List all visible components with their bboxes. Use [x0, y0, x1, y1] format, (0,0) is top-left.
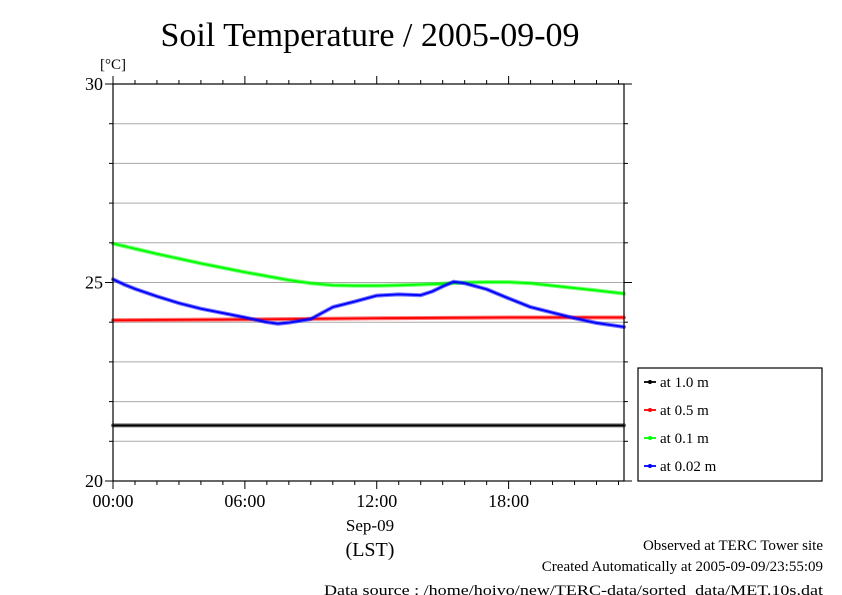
legend-label: at 0.1 m: [660, 431, 709, 447]
legend-marker: [648, 464, 652, 468]
annotation-observed: Observed at TERC Tower site: [643, 538, 823, 554]
y-tick-label: 20: [85, 471, 103, 491]
legend: at 1.0 m at 0.5 m at 0.1 m at 0.02 m: [637, 367, 823, 482]
legend-box: [637, 367, 823, 482]
legend-label: at 0.5 m: [660, 403, 709, 419]
y-tick-label: 25: [85, 273, 103, 293]
legend-label: at 1.0 m: [660, 375, 709, 391]
legend-marker: [648, 408, 652, 412]
series-line-at-0-1-m: [112, 242, 625, 295]
annotation-data-source: Data source : /home/hoivo/new/TERC-data/…: [324, 583, 824, 595]
y-axis-label: [°C]: [100, 57, 126, 73]
legend-marker: [648, 436, 652, 440]
axes: 20 25 30 00:00 06:00 12:00 18:00: [85, 74, 632, 511]
x-tick-label: 00:00: [92, 491, 133, 511]
x-tick-label: 12:00: [356, 491, 397, 511]
legend-label: at 0.02 m: [660, 459, 717, 475]
gridlines: [113, 123, 624, 442]
annotation-created: Created Automatically at 2005-09-09/23:5…: [542, 559, 823, 575]
series-line-at-0-5-m: [112, 316, 625, 322]
x-tick-label: 18:00: [488, 491, 529, 511]
series-line-at-0-02-m: [112, 278, 625, 328]
x-unit-label: (LST): [346, 539, 395, 561]
plot-series: [111, 241, 626, 428]
x-date-label: Sep-09: [346, 516, 394, 535]
chart-title: Soil Temperature / 2005-09-09: [160, 17, 579, 54]
x-tick-label: 06:00: [224, 491, 265, 511]
legend-marker: [648, 380, 652, 384]
y-tick-label: 30: [85, 74, 103, 94]
